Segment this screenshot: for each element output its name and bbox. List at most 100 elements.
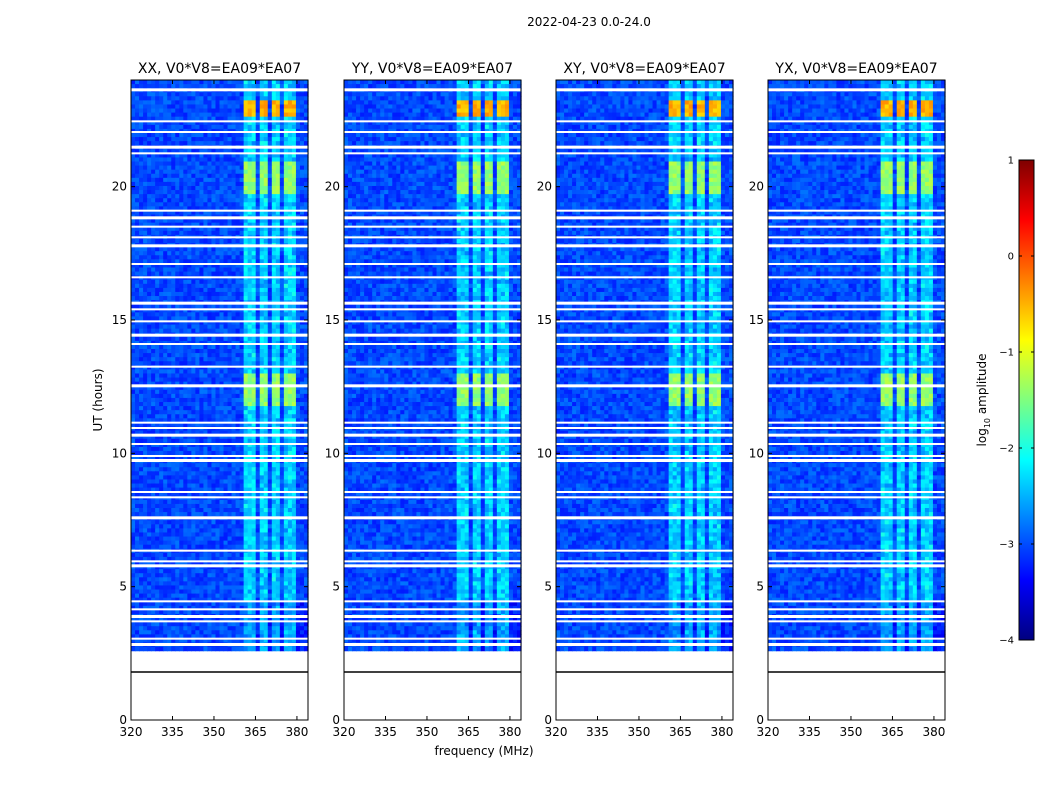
heatmap-cell	[211, 239, 216, 244]
heatmap-cell	[236, 182, 241, 187]
heatmap-cell	[276, 92, 281, 97]
heatmap-cell	[131, 96, 136, 101]
heatmap-cell	[207, 190, 212, 195]
heatmap-cell	[272, 194, 277, 199]
heatmap-cell	[179, 113, 184, 118]
heatmap-cell	[195, 84, 200, 89]
heatmap-cell	[215, 186, 220, 191]
heatmap-cell	[187, 137, 192, 142]
heatmap-cell	[199, 133, 204, 138]
heatmap-cell	[207, 92, 212, 97]
heatmap-cell	[292, 109, 297, 114]
heatmap-cell	[228, 133, 233, 138]
heatmap-cell	[256, 96, 261, 101]
heatmap-cell	[199, 100, 204, 105]
heatmap-cell	[292, 104, 297, 109]
heatmap-cell	[276, 137, 281, 142]
heatmap-cell	[236, 109, 241, 114]
heatmap-cell	[292, 80, 297, 85]
heatmap-cell	[288, 178, 293, 183]
heatmap-cell	[163, 247, 168, 252]
heatmap-cell	[187, 109, 192, 114]
heatmap-cell	[131, 247, 136, 252]
heatmap-cell	[131, 100, 136, 105]
heatmap-cell	[175, 268, 180, 273]
heatmap-cell	[296, 202, 301, 207]
heatmap-cell	[248, 125, 253, 130]
heatmap-cell	[224, 231, 229, 236]
heatmap-cell	[147, 113, 152, 118]
heatmap-cell	[183, 198, 188, 203]
heatmap-cell	[191, 109, 196, 114]
heatmap-cell	[256, 182, 261, 187]
heatmap-cell	[276, 96, 281, 101]
heatmap-cell	[224, 84, 229, 89]
heatmap-cell	[163, 162, 168, 167]
heatmap-cell	[147, 109, 152, 114]
heatmap-cell	[220, 96, 225, 101]
heatmap-cell	[171, 137, 176, 142]
heatmap-cell	[163, 202, 168, 207]
heatmap-cell	[131, 104, 136, 109]
heatmap-cell	[203, 133, 208, 138]
heatmap-cell	[256, 174, 261, 179]
heatmap-cell	[151, 174, 156, 179]
heatmap-cell	[300, 190, 305, 195]
heatmap-cell	[187, 92, 192, 97]
heatmap-cell	[272, 137, 277, 142]
heatmap-cell	[175, 239, 180, 244]
heatmap-cell	[224, 178, 229, 183]
heatmap-cell	[272, 92, 277, 97]
heatmap-cell	[187, 125, 192, 130]
heatmap-cell	[155, 113, 160, 118]
heatmap-cell	[288, 96, 293, 101]
heatmap-cell	[139, 178, 144, 183]
heatmap-cell	[155, 141, 160, 146]
heatmap-cell	[191, 80, 196, 85]
heatmap-cell	[244, 186, 249, 191]
heatmap-cell	[143, 239, 148, 244]
heatmap-cell	[215, 174, 220, 179]
heatmap-cell	[252, 84, 257, 89]
heatmap-cell	[292, 190, 297, 195]
heatmap-cell	[248, 113, 253, 118]
heatmap-cell	[244, 231, 249, 236]
heatmap-cell	[280, 133, 285, 138]
heatmap-cell	[211, 133, 216, 138]
heatmap-cell	[159, 80, 164, 85]
heatmap-cell	[236, 84, 241, 89]
heatmap-cell	[179, 125, 184, 130]
heatmap-cell	[147, 255, 152, 260]
heatmap-cell	[256, 141, 261, 146]
heatmap-cell	[284, 190, 289, 195]
heatmap-cell	[215, 251, 220, 256]
heatmap-cell	[260, 109, 265, 114]
heatmap-cell	[163, 104, 168, 109]
heatmap-cell	[280, 104, 285, 109]
heatmap-cell	[224, 255, 229, 260]
heatmap-cell	[224, 133, 229, 138]
heatmap-cell	[252, 96, 257, 101]
heatmap-cell	[159, 92, 164, 97]
heatmap-cell	[280, 92, 285, 97]
heatmap-cell	[207, 202, 212, 207]
heatmap-cell	[163, 190, 168, 195]
heatmap-cell	[183, 109, 188, 114]
heatmap-cell	[159, 239, 164, 244]
heatmap-cell	[272, 113, 277, 118]
heatmap-cell	[167, 137, 172, 142]
heatmap-cell	[211, 84, 216, 89]
heatmap-cell	[284, 104, 289, 109]
heatmap-cell	[276, 157, 281, 162]
heatmap-cell	[211, 268, 216, 273]
heatmap-cell	[167, 170, 172, 175]
heatmap-cell	[276, 182, 281, 187]
heatmap-cell	[135, 247, 140, 252]
heatmap-cell	[171, 194, 176, 199]
heatmap-cell	[135, 80, 140, 85]
heatmap-cell	[167, 251, 172, 256]
heatmap-cell	[248, 255, 253, 260]
heatmap-cell	[187, 198, 192, 203]
heatmap-cell	[244, 255, 249, 260]
heatmap-cell	[300, 141, 305, 146]
